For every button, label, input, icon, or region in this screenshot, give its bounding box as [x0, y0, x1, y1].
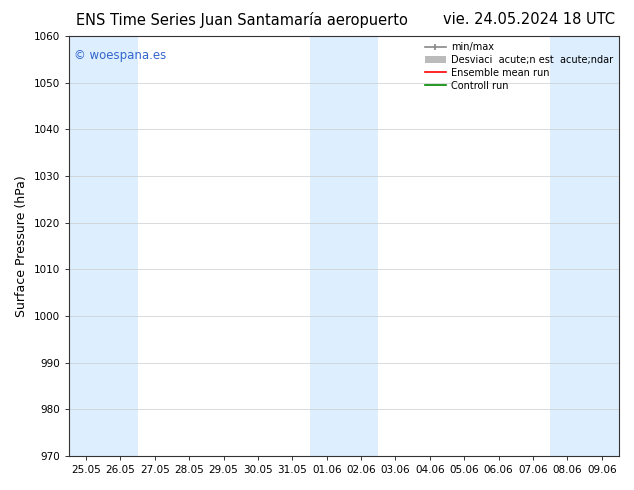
Text: ENS Time Series Juan Santamaría aeropuerto: ENS Time Series Juan Santamaría aeropuer…	[76, 12, 408, 28]
Bar	[550, 36, 585, 456]
Text: © woespana.es: © woespana.es	[74, 49, 167, 62]
Bar	[309, 36, 344, 456]
Legend: min/max, Desviaci  acute;n est  acute;ndar, Ensemble mean run, Controll run: min/max, Desviaci acute;n est acute;ndar…	[421, 38, 617, 95]
Bar	[585, 36, 619, 456]
Bar	[69, 36, 103, 456]
Bar	[103, 36, 138, 456]
Text: vie. 24.05.2024 18 UTC: vie. 24.05.2024 18 UTC	[443, 12, 615, 27]
Bar	[344, 36, 378, 456]
Y-axis label: Surface Pressure (hPa): Surface Pressure (hPa)	[15, 175, 28, 317]
